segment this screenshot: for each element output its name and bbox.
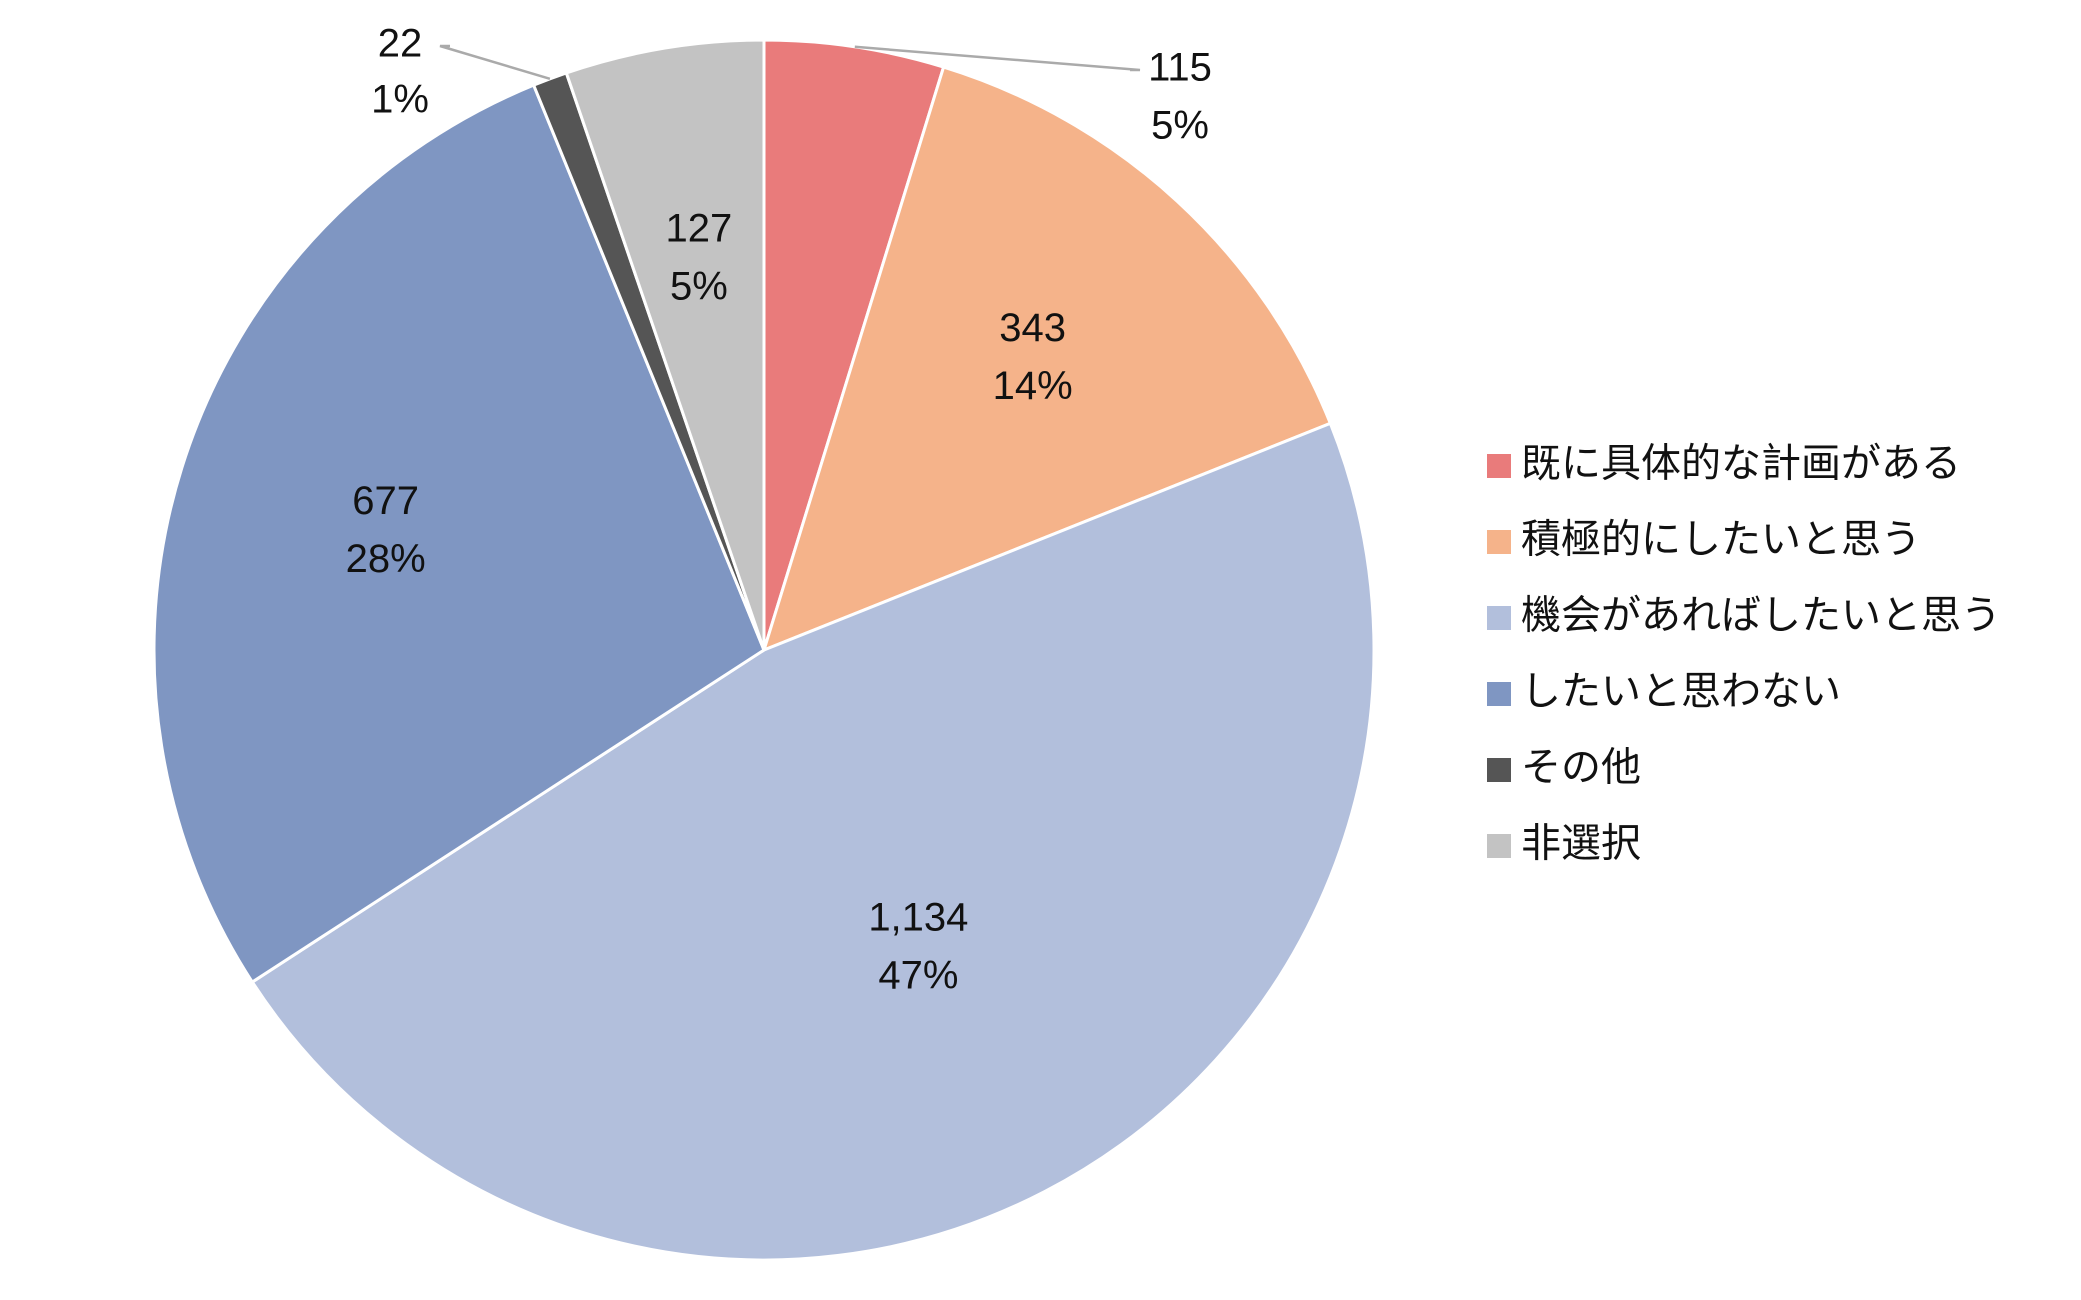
value-label: 1,134 [868,895,968,939]
legend-swatch [1487,758,1511,782]
percent-label: 5% [670,264,728,308]
pie-slice [564,38,766,651]
percent-label: 1% [371,78,429,122]
percent-label: 28% [346,537,426,581]
legend-swatch [1487,606,1511,630]
legend-label: 非選択 [1521,822,1641,866]
legend-label: 積極的にしたいと思う [1521,518,1921,562]
legend-label: したいと思わない [1521,670,1841,714]
leader-line [854,45,1141,72]
percent-label: 5% [1151,104,1209,148]
value-label: 115 [1148,46,1212,90]
percent-label: 14% [993,364,1073,408]
value-label: 22 [378,22,423,66]
value-label: 677 [352,479,419,523]
pie-slice [762,38,946,651]
legend-label: その他 [1521,746,1641,790]
pie-slice [250,421,1376,1262]
legend-label: 既に具体的な計画がある [1521,442,1961,486]
legend-label: 機会があればしたいと思う [1521,594,2001,638]
pie-slice [152,83,766,985]
value-label: 343 [999,306,1066,350]
percent-label: 47% [878,953,958,997]
pie-slice [761,65,1333,653]
value-label: 127 [665,206,732,250]
leader-line [439,44,551,80]
legend-swatch [1487,682,1511,706]
legend-swatch [1487,454,1511,478]
legend-swatch [1487,834,1511,858]
legend-swatch [1487,530,1511,554]
